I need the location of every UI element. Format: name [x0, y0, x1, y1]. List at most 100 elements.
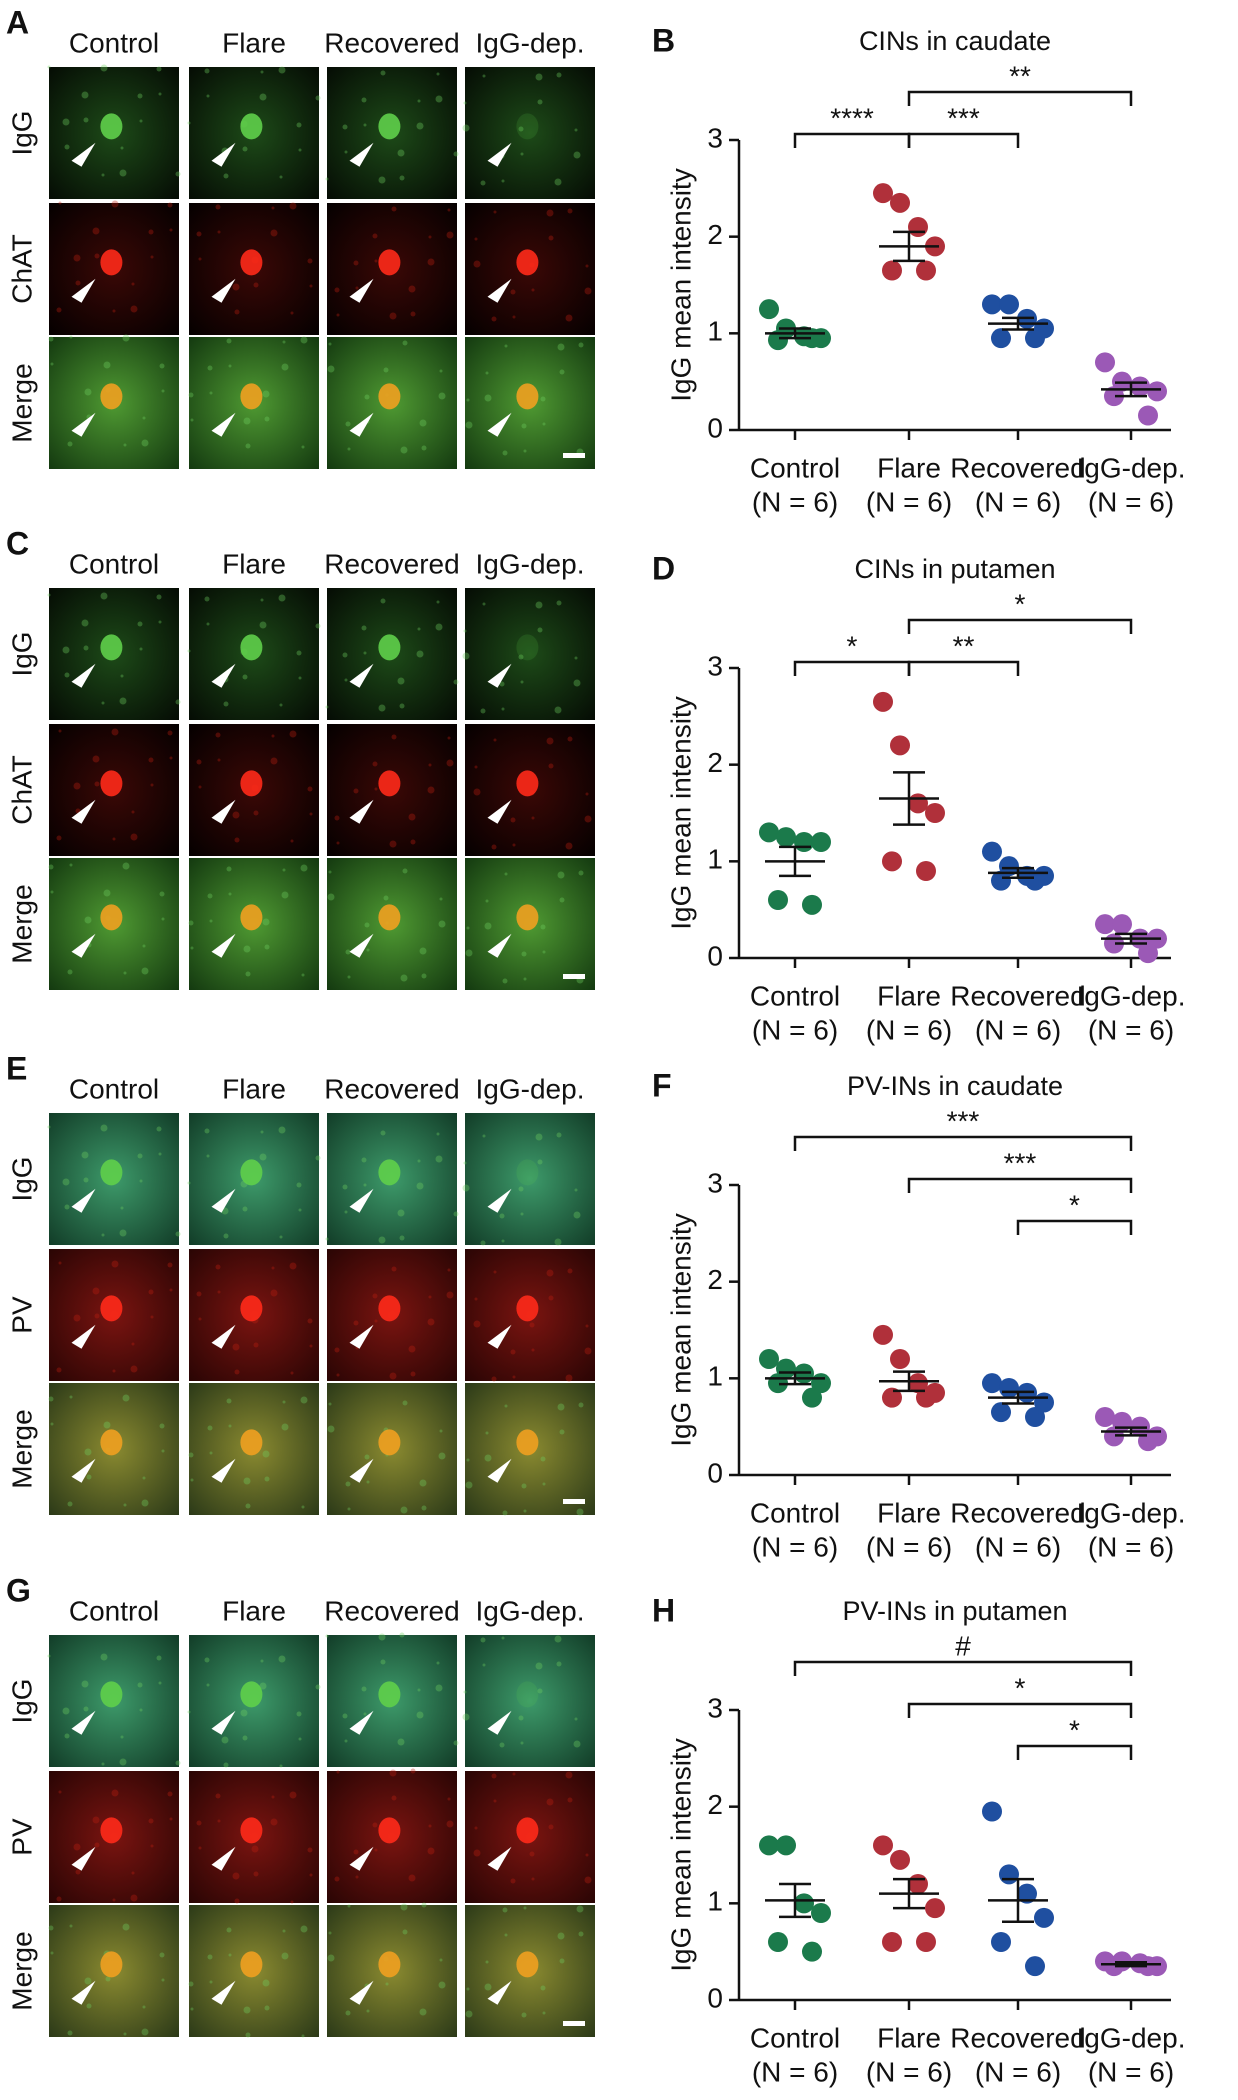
speckle — [447, 1268, 451, 1272]
speckle — [556, 1661, 562, 1667]
y-tick-label: 3 — [707, 1692, 723, 1723]
speckle — [271, 206, 275, 210]
speckle — [315, 623, 321, 629]
data-point — [882, 1932, 902, 1952]
speckle — [75, 280, 81, 286]
speckle — [554, 706, 562, 714]
arrowhead — [349, 1980, 374, 2005]
speckle — [402, 1400, 408, 1406]
chart-title: CINs in caudate — [859, 26, 1051, 56]
speckle — [159, 363, 165, 369]
speckle — [167, 730, 173, 736]
speckle — [298, 148, 302, 152]
speckle — [122, 1923, 130, 1931]
speckle — [512, 843, 516, 847]
speckle — [416, 1182, 424, 1190]
arrowhead — [71, 278, 96, 303]
error-bar — [893, 230, 925, 263]
speckle — [453, 679, 459, 685]
speckle — [196, 1820, 202, 1826]
speckle — [428, 763, 432, 767]
speckle — [389, 312, 397, 320]
speckle — [446, 1291, 454, 1299]
data-point — [1138, 943, 1158, 964]
speckle — [301, 1505, 305, 1509]
speckle — [278, 1126, 286, 1134]
data-point — [1025, 328, 1045, 349]
n-label: (N = 6) — [975, 486, 1061, 517]
speckle — [521, 1483, 527, 1489]
speckle — [427, 786, 435, 794]
speckle — [217, 1819, 221, 1823]
speckle — [245, 2032, 251, 2038]
speckle — [100, 64, 108, 72]
speckle — [327, 1954, 335, 1962]
error-bar — [1115, 381, 1147, 398]
error-bar — [1002, 316, 1034, 331]
speckle — [439, 369, 443, 373]
speckle — [573, 151, 581, 159]
speckle — [243, 1477, 251, 1485]
significance-label: ** — [1009, 60, 1031, 91]
significance-bracket — [1016, 1744, 1133, 1760]
significance-label: **** — [830, 102, 874, 133]
speckle — [245, 1503, 251, 1509]
speckle — [399, 1632, 405, 1638]
speckle — [484, 394, 492, 402]
speckle — [217, 1290, 221, 1294]
error-bar — [893, 771, 925, 826]
arrowhead — [211, 799, 236, 824]
speckle — [480, 1637, 486, 1643]
speckle — [84, 1977, 92, 1985]
speckle — [364, 394, 370, 400]
x-tick-label: Flare — [877, 980, 941, 1011]
speckle — [122, 1394, 130, 1402]
chart-title: CINs in putamen — [854, 554, 1055, 584]
speckle — [504, 344, 508, 348]
speckle — [111, 1789, 119, 1797]
speckle — [67, 969, 73, 975]
speckle — [438, 1981, 446, 1989]
data-point — [759, 1835, 779, 1856]
speckle — [122, 334, 130, 342]
speckle — [253, 1342, 259, 1348]
arrowhead — [71, 799, 96, 824]
speckle — [83, 117, 89, 123]
speckle — [559, 369, 565, 375]
x-tick-label: Flare — [877, 2022, 941, 2053]
speckle — [428, 1295, 432, 1299]
speckle — [260, 598, 264, 602]
cell-body — [516, 1295, 539, 1322]
speckle — [355, 286, 359, 290]
speckle — [428, 235, 432, 239]
speckle — [493, 1270, 497, 1274]
significance-label: * — [1015, 1672, 1026, 1703]
cell-body — [100, 383, 123, 410]
data-point — [991, 328, 1011, 349]
speckle — [389, 1769, 397, 1777]
arrowhead — [487, 1710, 512, 1735]
speckle — [353, 788, 359, 794]
significance-label: *** — [947, 1105, 980, 1136]
speckle — [491, 844, 497, 850]
speckle — [204, 1657, 210, 1663]
speckle — [501, 707, 505, 711]
speckle — [521, 2012, 527, 2018]
speckle — [260, 1659, 264, 1663]
cell-body — [100, 1295, 123, 1322]
cell-body — [378, 634, 401, 661]
speckle — [573, 679, 581, 687]
speckle — [270, 1818, 278, 1826]
speckle — [215, 1264, 221, 1270]
speckle — [501, 1239, 505, 1243]
speckle — [557, 1403, 565, 1411]
y-axis-label: IgG mean intensity — [665, 1213, 696, 1446]
speckle — [436, 72, 440, 76]
speckle — [521, 951, 527, 957]
speckle — [112, 309, 116, 313]
speckle — [69, 863, 73, 867]
cell-body — [516, 1159, 539, 1186]
speckle — [548, 235, 554, 241]
data-point — [982, 1801, 1002, 1822]
speckle — [50, 1951, 54, 1955]
